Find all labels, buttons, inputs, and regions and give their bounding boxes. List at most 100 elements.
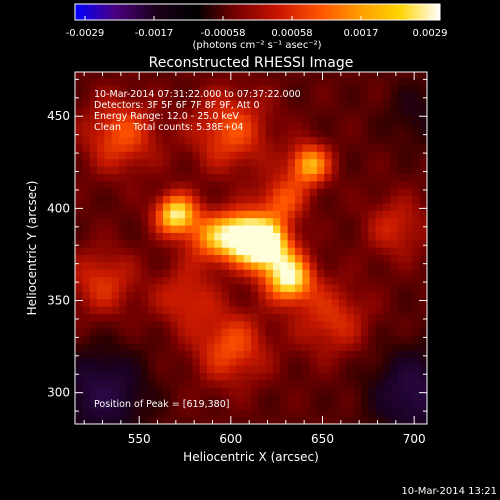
heatmap-cell bbox=[375, 247, 384, 256]
heatmap-cell bbox=[419, 335, 427, 344]
heatmap-cell bbox=[170, 387, 179, 396]
heatmap-cell bbox=[368, 350, 377, 359]
heatmap-cell bbox=[397, 365, 406, 373]
heatmap-cell bbox=[353, 158, 362, 167]
heatmap-cell bbox=[221, 173, 230, 182]
heatmap-cell bbox=[309, 158, 318, 167]
heatmap-cell bbox=[177, 210, 186, 219]
heatmap-cell bbox=[302, 365, 311, 373]
heatmap-cell bbox=[75, 298, 83, 307]
heatmap-cell bbox=[185, 173, 193, 182]
heatmap-cell bbox=[265, 283, 274, 292]
heatmap-cell bbox=[141, 92, 149, 101]
heatmap-cell bbox=[97, 143, 105, 152]
heatmap-cell bbox=[419, 276, 427, 285]
heatmap-cell bbox=[273, 224, 281, 233]
heatmap-cell bbox=[353, 357, 362, 366]
heatmap-cell bbox=[199, 232, 208, 241]
heatmap-cell bbox=[82, 210, 91, 219]
heatmap-cell bbox=[273, 328, 281, 337]
heatmap-cell bbox=[368, 276, 377, 285]
heatmap-cell bbox=[177, 291, 186, 300]
heatmap-cell bbox=[185, 313, 193, 322]
heatmap-cell bbox=[353, 239, 362, 248]
heatmap-cell bbox=[295, 269, 303, 278]
heatmap-cell bbox=[390, 188, 399, 197]
heatmap-cell bbox=[192, 136, 201, 145]
heatmap-cell bbox=[280, 188, 289, 197]
heatmap-cell bbox=[243, 224, 252, 233]
heatmap-cell bbox=[324, 401, 333, 410]
heatmap-cell bbox=[375, 379, 384, 388]
heatmap-cell bbox=[324, 306, 333, 315]
heatmap-cell bbox=[185, 276, 193, 285]
heatmap-cell bbox=[207, 165, 215, 174]
heatmap-cell bbox=[133, 379, 142, 388]
heatmap-cell bbox=[111, 335, 120, 344]
heatmap-cell bbox=[185, 107, 193, 115]
heatmap-cell bbox=[295, 276, 303, 285]
heatmap-cell bbox=[221, 261, 230, 270]
heatmap-cell bbox=[170, 188, 179, 197]
heatmap-cell bbox=[412, 276, 421, 285]
heatmap-cell bbox=[82, 129, 91, 138]
heatmap-cell bbox=[221, 298, 230, 307]
heatmap-cell bbox=[251, 409, 259, 418]
heatmap-cell bbox=[155, 99, 164, 108]
heatmap-cell bbox=[346, 283, 355, 292]
heatmap-cell bbox=[163, 151, 171, 160]
heatmap-cell bbox=[141, 84, 149, 93]
heatmap-cell bbox=[383, 180, 391, 189]
heatmap-cell bbox=[177, 372, 186, 381]
heatmap-cell bbox=[265, 180, 274, 189]
heatmap-cell bbox=[148, 188, 157, 197]
heatmap-cell bbox=[353, 409, 362, 418]
heatmap-cell bbox=[280, 202, 289, 211]
heatmap-cell bbox=[119, 77, 127, 86]
heatmap-cell bbox=[243, 276, 252, 285]
heatmap-cell bbox=[199, 202, 208, 211]
heatmap-cell bbox=[397, 416, 406, 424]
heatmap-cell bbox=[89, 195, 98, 204]
heatmap-cell bbox=[192, 387, 201, 396]
heatmap-cell bbox=[390, 306, 399, 315]
heatmap-cell bbox=[89, 350, 98, 359]
heatmap-cell bbox=[119, 416, 127, 424]
heatmap-cell bbox=[405, 173, 413, 182]
heatmap-cell bbox=[258, 143, 267, 152]
heatmap-cell bbox=[221, 276, 230, 285]
heatmap-cell bbox=[192, 173, 201, 182]
heatmap-cell bbox=[302, 335, 311, 344]
heatmap-cell bbox=[75, 114, 83, 123]
heatmap-cell bbox=[236, 328, 245, 337]
heatmap-cell bbox=[207, 387, 215, 396]
heatmap-cell bbox=[236, 143, 245, 152]
heatmap-cell bbox=[251, 379, 259, 388]
heatmap-cell bbox=[243, 84, 252, 93]
heatmap-cell bbox=[273, 261, 281, 270]
heatmap-cell bbox=[368, 306, 377, 315]
heatmap-cell bbox=[243, 379, 252, 388]
heatmap-cell bbox=[207, 313, 215, 322]
heatmap-cell bbox=[302, 298, 311, 307]
heatmap-cell bbox=[346, 217, 355, 226]
heatmap-cell bbox=[163, 283, 171, 292]
heatmap-cell bbox=[280, 195, 289, 204]
heatmap-cell bbox=[104, 239, 113, 248]
heatmap-cell bbox=[111, 224, 120, 233]
heatmap-cell bbox=[280, 372, 289, 381]
heatmap-cell bbox=[148, 328, 157, 337]
heatmap-cell bbox=[243, 313, 252, 322]
heatmap-cell bbox=[251, 165, 259, 174]
heatmap-cell bbox=[75, 416, 83, 424]
heatmap-cell bbox=[368, 313, 377, 322]
heatmap-cell bbox=[163, 342, 171, 351]
heatmap-cell bbox=[170, 372, 179, 381]
heatmap-cell bbox=[199, 217, 208, 226]
heatmap-cell bbox=[383, 114, 391, 123]
heatmap-cell bbox=[309, 136, 318, 145]
heatmap-cell bbox=[199, 158, 208, 167]
heatmap-cell bbox=[375, 335, 384, 344]
heatmap-cell bbox=[207, 202, 215, 211]
heatmap-cell bbox=[258, 210, 267, 219]
